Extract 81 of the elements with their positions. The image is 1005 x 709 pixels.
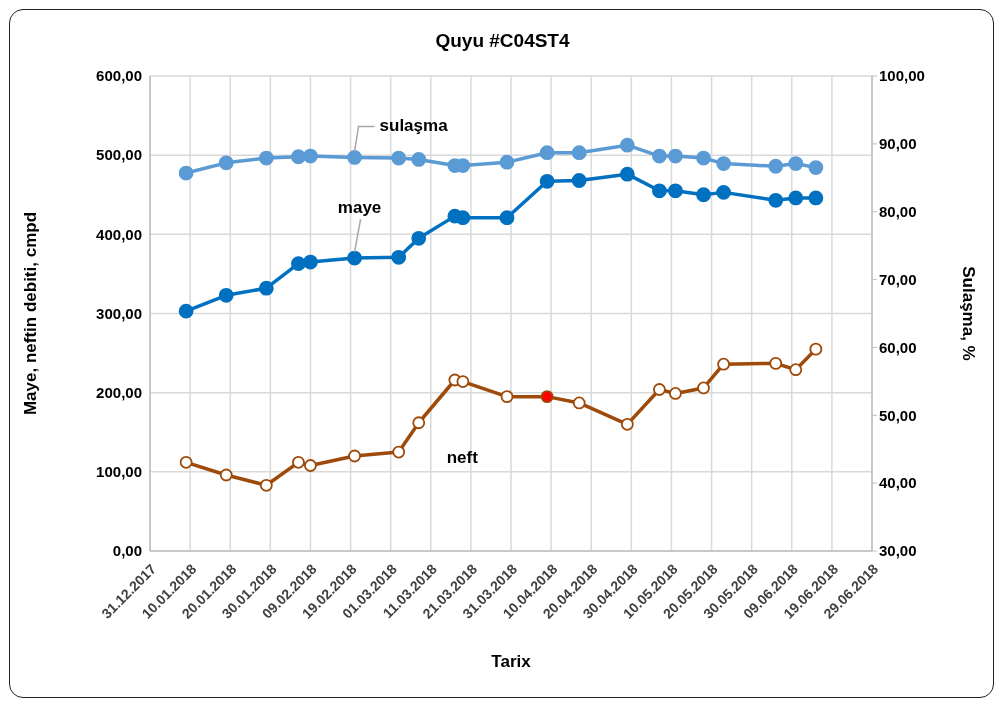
point [179,455,193,469]
point [619,166,635,182]
point [291,149,306,165]
point [392,445,406,459]
series-label: neft [446,447,479,467]
point [716,184,731,200]
point [178,165,194,181]
y2-axis-title: Sulaşma, % [958,266,978,361]
point [219,468,233,482]
point [808,190,824,206]
y2-tick-label: 70,00 [879,270,917,288]
point [652,148,667,164]
point [788,156,804,171]
y-axis-title: Maye, neftin debiti, cmpd [21,211,41,416]
point [258,150,274,166]
y-tick-label: 400,00 [96,225,142,243]
point [572,396,586,410]
point [668,183,683,199]
point [258,280,274,296]
text: maye [337,198,382,218]
point [696,150,711,166]
point [653,383,666,396]
point [540,390,554,404]
y-tick-label: 600,00 [96,67,142,85]
point [669,387,682,400]
y2-tick-label: 50,00 [879,406,917,424]
point [789,363,803,377]
y-tick-label: 200,00 [96,383,142,401]
y2-tick-label: 30,00 [879,542,917,560]
point [303,254,318,270]
point [809,342,823,356]
point [769,356,783,370]
point [178,303,194,319]
point [717,357,730,371]
point [411,152,427,167]
point [304,459,317,472]
point [571,145,587,161]
point [292,455,305,469]
point [218,287,234,303]
point [499,154,515,170]
point [456,375,470,388]
point [571,173,587,188]
point [391,249,407,265]
point [788,190,804,206]
point [768,192,784,208]
point [348,449,361,463]
point [455,210,471,226]
point [619,137,635,153]
y2-tick-label: 40,00 [879,474,917,492]
point [696,187,711,203]
series-label: sulaşma [379,116,449,136]
point [539,173,555,189]
y2-tick-label: 80,00 [879,203,917,221]
point [539,145,555,161]
point [391,150,407,166]
y-tick-label: 100,00 [96,463,142,481]
y2-tick-label: 60,00 [879,338,917,356]
y2-tick-label: 100,00 [879,67,925,85]
point [259,478,273,492]
point [499,210,515,226]
point [218,155,234,171]
point [652,183,667,199]
y-tick-label: 500,00 [96,146,142,164]
point [716,156,731,171]
y2-tick-label: 90,00 [879,135,917,153]
point [347,250,362,266]
point [411,230,427,246]
point [500,390,514,404]
x-axis-title: Tarix [491,652,532,671]
point [412,416,426,430]
point [768,158,784,174]
y-tick-label: 0,00 [112,542,142,560]
y-tick-label: 300,00 [96,304,142,322]
point [347,150,362,165]
point [291,256,306,272]
point [808,160,824,176]
point [668,148,683,164]
point [620,417,634,431]
chart-title: Quyu #C04ST4 [434,30,571,52]
point [303,148,318,164]
point [697,381,710,395]
